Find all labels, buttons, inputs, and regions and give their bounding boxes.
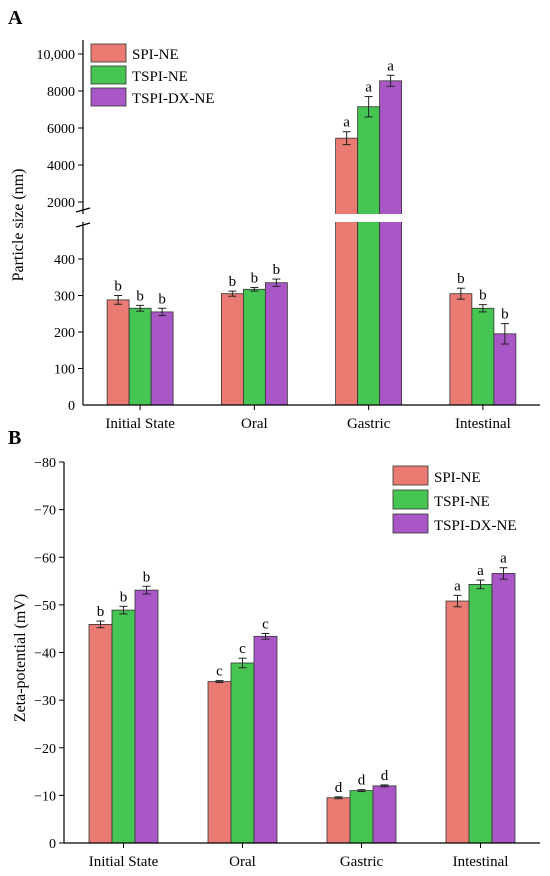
legend-swatch xyxy=(392,465,429,486)
x-tick-label: Gastric xyxy=(340,854,384,870)
y-tick-label: 400 xyxy=(54,253,75,268)
x-tick-label: Oral xyxy=(229,854,256,870)
significance-label: c xyxy=(262,616,269,632)
significance-label: b xyxy=(97,604,105,620)
bar xyxy=(253,635,278,844)
significance-label: b xyxy=(114,279,122,295)
axis-break-gap xyxy=(81,214,411,222)
y-tick-label: −40 xyxy=(34,647,56,662)
bar xyxy=(471,307,495,406)
panel-a-legend: SPI-NE TSPI-NE TSPI-DX-NE xyxy=(90,43,215,107)
x-tick-label: Initial State xyxy=(105,416,175,432)
panel-b-legend: SPI-NE TSPI-NE TSPI-DX-NE xyxy=(392,465,517,534)
x-tick-label: Intestinal xyxy=(453,854,509,870)
y-tick-label: −70 xyxy=(34,504,56,519)
significance-label: b xyxy=(479,288,487,304)
y-tick-label: 100 xyxy=(54,363,75,378)
x-tick-label: Oral xyxy=(241,416,268,432)
significance-label: c xyxy=(216,664,223,680)
bar xyxy=(449,293,473,406)
y-tick-label: 8000 xyxy=(47,85,75,100)
significance-label: b xyxy=(501,307,509,323)
bar xyxy=(326,797,351,844)
bar xyxy=(134,589,159,844)
legend-swatch xyxy=(90,87,127,107)
significance-label: b xyxy=(457,271,465,287)
bar xyxy=(379,80,403,406)
significance-label: a xyxy=(454,578,461,594)
significance-label: a xyxy=(387,58,394,74)
bar xyxy=(445,600,470,844)
legend-label: SPI-NE xyxy=(434,470,481,486)
significance-label: d xyxy=(335,780,343,796)
panel-b-y-axis-label: Zeta-potential (mV) xyxy=(12,594,29,722)
panel-b-label: B xyxy=(8,427,21,449)
bar xyxy=(335,137,359,406)
legend-label: TSPI-NE xyxy=(434,494,490,510)
bar xyxy=(468,583,493,844)
significance-label: b xyxy=(120,589,128,605)
axis-break-mark xyxy=(75,207,91,213)
bar xyxy=(357,106,381,406)
significance-label: a xyxy=(343,115,350,131)
y-tick-label: −30 xyxy=(34,694,56,709)
bar xyxy=(264,282,288,406)
y-tick-label: −10 xyxy=(34,789,56,804)
y-tick-label: 300 xyxy=(54,290,75,305)
significance-label: b xyxy=(273,262,281,278)
x-tick-label: Intestinal xyxy=(455,416,511,432)
significance-label: b xyxy=(251,270,259,286)
bar xyxy=(220,293,244,406)
x-tick-label: Gastric xyxy=(347,416,391,432)
y-tick-label: −80 xyxy=(34,456,56,471)
legend-label: TSPI-DX-NE xyxy=(434,518,517,534)
bar xyxy=(128,307,152,406)
y-tick-label: −60 xyxy=(34,551,56,566)
significance-label: d xyxy=(381,768,389,784)
y-tick-label: 200 xyxy=(54,326,75,341)
bar xyxy=(372,785,397,844)
significance-label: b xyxy=(158,291,166,307)
legend-label: SPI-NE xyxy=(132,47,179,63)
y-tick-label: −20 xyxy=(34,742,56,757)
bar xyxy=(106,299,130,406)
bar xyxy=(230,662,255,844)
significance-label: a xyxy=(477,563,484,579)
bar xyxy=(207,681,232,844)
significance-label: d xyxy=(358,773,366,789)
legend-label: TSPI-DX-NE xyxy=(132,91,215,107)
legend-swatch xyxy=(90,43,127,63)
bar xyxy=(111,609,136,844)
bar xyxy=(150,311,174,406)
y-tick-label: 10,000 xyxy=(37,48,76,63)
significance-label: a xyxy=(365,80,372,96)
significance-label: b xyxy=(143,569,151,585)
significance-label: a xyxy=(500,551,507,567)
bar xyxy=(491,573,516,844)
y-tick-label: 6000 xyxy=(47,122,75,137)
bar xyxy=(242,288,266,406)
legend-swatch xyxy=(392,489,429,510)
significance-label: b xyxy=(136,288,144,304)
bar xyxy=(88,624,113,844)
panel-a-y-axis-label: Particle size (nm) xyxy=(10,169,27,282)
y-tick-label: 2000 xyxy=(47,196,75,211)
legend-swatch xyxy=(90,65,127,85)
significance-label: c xyxy=(239,641,246,657)
significance-label: b xyxy=(229,274,237,290)
y-tick-label: −50 xyxy=(34,599,56,614)
legend-label: TSPI-NE xyxy=(132,69,188,85)
y-tick-label: 0 xyxy=(68,399,75,414)
legend-swatch xyxy=(392,513,429,534)
panel-a-label: A xyxy=(8,7,23,29)
axis-break-mark xyxy=(75,222,91,228)
bar xyxy=(349,790,374,844)
y-tick-label: 0 xyxy=(49,837,56,852)
x-tick-label: Initial State xyxy=(89,854,159,870)
y-tick-label: 4000 xyxy=(47,159,75,174)
